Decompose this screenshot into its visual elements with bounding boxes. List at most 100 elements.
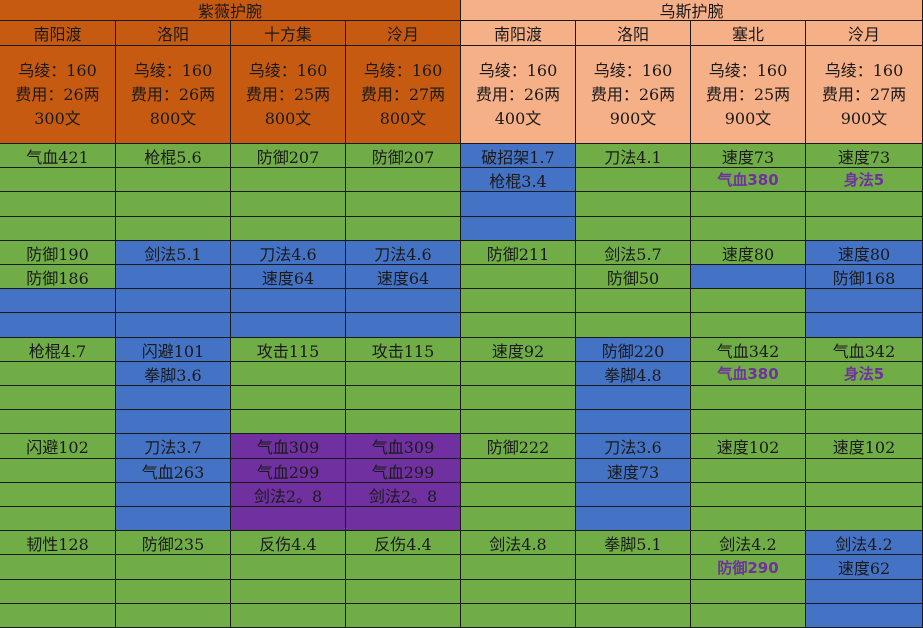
data-cell[interactable] xyxy=(691,192,806,217)
data-cell[interactable] xyxy=(231,313,346,338)
data-cell[interactable]: 闪避102 xyxy=(0,434,116,459)
data-cell[interactable] xyxy=(691,604,806,628)
data-cell[interactable] xyxy=(461,192,576,217)
cost-info-cell[interactable]: 乌绫：160 费用：26两 300文 xyxy=(0,46,116,144)
data-cell[interactable] xyxy=(116,313,231,338)
data-cell[interactable] xyxy=(231,168,346,192)
data-cell[interactable]: 防御220 xyxy=(576,338,691,362)
data-cell[interactable]: 剑法4.8 xyxy=(461,531,576,555)
data-cell[interactable]: 反伤4.4 xyxy=(346,531,461,555)
cost-info-cell[interactable]: 乌绫：160 费用：26两 900文 xyxy=(576,46,691,144)
data-cell[interactable]: 速度102 xyxy=(691,434,806,459)
data-cell[interactable] xyxy=(0,555,116,580)
data-cell[interactable]: 刀法4.1 xyxy=(576,144,691,168)
data-cell[interactable]: 气血342 xyxy=(691,338,806,362)
data-cell[interactable] xyxy=(0,507,116,531)
data-cell[interactable] xyxy=(806,289,923,313)
data-cell[interactable]: 速度62 xyxy=(806,555,923,580)
data-cell[interactable]: 防御207 xyxy=(346,144,461,168)
data-cell[interactable]: 气血309 xyxy=(346,434,461,459)
data-cell[interactable] xyxy=(116,192,231,217)
data-cell[interactable] xyxy=(116,507,231,531)
data-cell[interactable]: 刀法3.7 xyxy=(116,434,231,459)
data-cell[interactable] xyxy=(231,410,346,434)
data-cell[interactable] xyxy=(346,217,461,241)
data-cell[interactable]: 剑法4.2 xyxy=(806,531,923,555)
data-cell[interactable]: 防御290 xyxy=(691,555,806,580)
data-cell[interactable]: 速度102 xyxy=(806,434,923,459)
city-header-cell[interactable]: 十方集 xyxy=(231,21,346,46)
data-cell[interactable]: 速度64 xyxy=(346,265,461,289)
data-cell[interactable]: 攻击115 xyxy=(231,338,346,362)
data-cell[interactable] xyxy=(806,313,923,338)
data-cell[interactable]: 攻击115 xyxy=(346,338,461,362)
data-cell[interactable]: 速度80 xyxy=(806,241,923,265)
data-cell[interactable] xyxy=(461,362,576,386)
data-cell[interactable] xyxy=(346,507,461,531)
data-cell[interactable] xyxy=(0,386,116,410)
data-cell[interactable] xyxy=(576,580,691,604)
data-cell[interactable] xyxy=(691,410,806,434)
data-cell[interactable]: 拳脚3.6 xyxy=(116,362,231,386)
data-cell[interactable]: 速度73 xyxy=(691,144,806,168)
data-cell[interactable]: 速度80 xyxy=(691,241,806,265)
data-cell[interactable]: 气血299 xyxy=(231,459,346,483)
data-cell[interactable] xyxy=(576,289,691,313)
data-cell[interactable]: 速度92 xyxy=(461,338,576,362)
data-cell[interactable] xyxy=(691,313,806,338)
cost-info-cell[interactable]: 乌绫：160 费用：25两 800文 xyxy=(231,46,346,144)
data-cell[interactable] xyxy=(576,555,691,580)
data-cell[interactable]: 刀法3.6 xyxy=(576,434,691,459)
city-header-cell[interactable]: 泠月 xyxy=(346,21,461,46)
city-header-cell[interactable]: 塞北 xyxy=(691,21,806,46)
data-cell[interactable] xyxy=(0,362,116,386)
data-cell[interactable] xyxy=(346,289,461,313)
data-cell[interactable] xyxy=(461,483,576,507)
data-cell[interactable] xyxy=(0,580,116,604)
data-cell[interactable] xyxy=(576,604,691,628)
data-cell[interactable]: 枪棍4.7 xyxy=(0,338,116,362)
data-cell[interactable] xyxy=(576,410,691,434)
data-cell[interactable] xyxy=(231,192,346,217)
data-cell[interactable] xyxy=(0,604,116,628)
data-cell[interactable] xyxy=(0,192,116,217)
data-cell[interactable] xyxy=(691,217,806,241)
data-cell[interactable] xyxy=(116,386,231,410)
data-cell[interactable]: 气血263 xyxy=(116,459,231,483)
data-cell[interactable] xyxy=(576,313,691,338)
data-cell[interactable] xyxy=(691,289,806,313)
data-cell[interactable] xyxy=(0,313,116,338)
data-cell[interactable] xyxy=(231,580,346,604)
data-cell[interactable]: 剑法2。8 xyxy=(346,483,461,507)
city-header-cell[interactable]: 南阳渡 xyxy=(0,21,116,46)
group-header-wusi[interactable]: 乌斯护腕 xyxy=(461,0,923,21)
data-cell[interactable]: 气血421 xyxy=(0,144,116,168)
city-header-cell[interactable]: 南阳渡 xyxy=(461,21,576,46)
data-cell[interactable] xyxy=(231,289,346,313)
data-cell[interactable]: 剑法5.1 xyxy=(116,241,231,265)
data-cell[interactable] xyxy=(0,289,116,313)
data-cell[interactable] xyxy=(806,217,923,241)
cost-info-cell[interactable]: 乌绫：160 费用：27两 900文 xyxy=(806,46,923,144)
data-cell[interactable] xyxy=(346,386,461,410)
data-cell[interactable] xyxy=(461,604,576,628)
data-cell[interactable] xyxy=(231,362,346,386)
data-cell[interactable] xyxy=(461,313,576,338)
data-cell[interactable]: 防御50 xyxy=(576,265,691,289)
data-cell[interactable]: 剑法2。8 xyxy=(231,483,346,507)
data-cell[interactable] xyxy=(691,507,806,531)
data-cell[interactable] xyxy=(461,265,576,289)
data-cell[interactable] xyxy=(231,555,346,580)
cost-info-cell[interactable]: 乌绫：160 费用：27两 800文 xyxy=(346,46,461,144)
data-cell[interactable] xyxy=(116,289,231,313)
data-cell[interactable]: 拳脚5.1 xyxy=(576,531,691,555)
data-cell[interactable] xyxy=(116,604,231,628)
data-cell[interactable] xyxy=(576,483,691,507)
data-cell[interactable]: 身法5 xyxy=(806,168,923,192)
data-cell[interactable] xyxy=(461,386,576,410)
data-cell[interactable] xyxy=(461,289,576,313)
city-header-cell[interactable]: 泠月 xyxy=(806,21,923,46)
data-cell[interactable] xyxy=(0,168,116,192)
data-cell[interactable]: 速度73 xyxy=(806,144,923,168)
cost-info-cell[interactable]: 乌绫：160 费用：26两 800文 xyxy=(116,46,231,144)
